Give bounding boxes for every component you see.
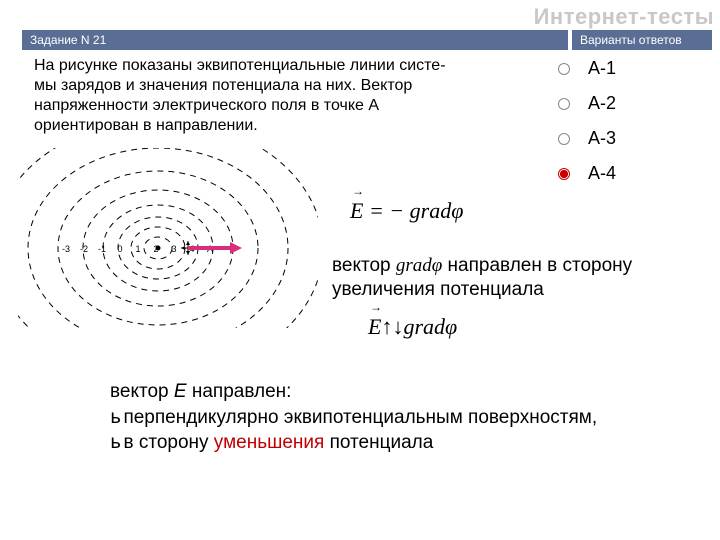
svg-text:-1: -1 — [98, 244, 106, 254]
answer-label: А-3 — [588, 128, 616, 149]
header-bar: Задание N 21 Варианты ответов — [22, 30, 712, 50]
explanation-efield: вектор Е направлен: ьперпендикулярно экв… — [110, 380, 700, 456]
answer-option[interactable]: А-3 — [558, 128, 698, 149]
explanation-gradient: вектор gradφ направлен в сторону увеличе… — [332, 254, 702, 302]
svg-text:-2: -2 — [80, 244, 88, 254]
task-label: Задание N 21 — [22, 30, 568, 50]
svg-text:1: 1 — [135, 244, 140, 254]
formula-e-grad: E = − gradφ — [350, 198, 463, 224]
svg-text:3: 3 — [171, 244, 176, 254]
watermark: Интернет-тесты — [534, 4, 714, 30]
svg-text:-3: -3 — [62, 244, 70, 254]
radio-icon — [558, 63, 570, 75]
formula-antiparallel: E ↑↓ gradφ — [368, 314, 457, 340]
radio-icon — [558, 168, 570, 180]
answers-block: А-1 А-2 А-3 А-4 — [558, 58, 698, 198]
radio-icon — [558, 98, 570, 110]
answer-label: А-1 — [588, 58, 616, 79]
answer-option[interactable]: А-4 — [558, 163, 698, 184]
svg-text:2: 2 — [153, 244, 158, 254]
answers-label: Варианты ответов — [572, 30, 712, 50]
equipotential-diagram: -3-2-101234A — [18, 148, 318, 328]
question-text: На рисунке показаны эквипотенциальные ли… — [34, 56, 524, 136]
answer-option[interactable]: А-2 — [558, 93, 698, 114]
svg-text:0: 0 — [117, 244, 122, 254]
radio-icon — [558, 133, 570, 145]
answer-label: А-2 — [588, 93, 616, 114]
answer-label: А-4 — [588, 163, 616, 184]
answer-option[interactable]: А-1 — [558, 58, 698, 79]
